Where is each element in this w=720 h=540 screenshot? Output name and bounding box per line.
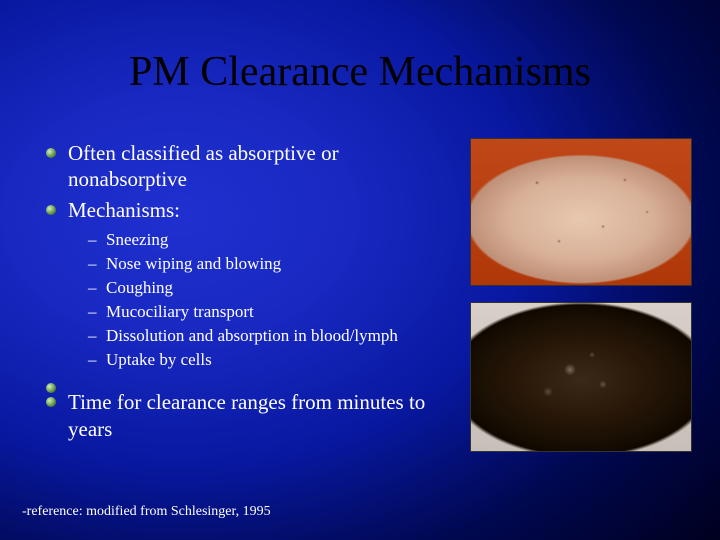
sub-dissolution: Dissolution and absorption in blood/lymp… [86,325,444,347]
mechanisms-sublist: Sneezing Nose wiping and blowing Coughin… [86,229,444,372]
sub-uptake: Uptake by cells [86,349,444,371]
reference-citation: -reference: modified from Schlesinger, 1… [22,504,271,520]
sub-coughing: Coughing [86,277,444,299]
bullet-mechanisms-label: Mechanisms: [68,198,180,222]
bullet-mechanisms: Mechanisms: Sneezing Nose wiping and blo… [44,197,444,372]
bullet-time-range: Time for clearance ranges from minutes t… [44,389,444,442]
main-bullet-list: Often classified as absorptive or nonabs… [44,140,444,442]
image-column [470,138,692,468]
sub-nose-wiping: Nose wiping and blowing [86,253,444,275]
diseased-lung-image [470,302,692,452]
sub-sneezing: Sneezing [86,229,444,251]
healthy-lung-image [470,138,692,286]
spacer [44,375,444,385]
slide-title: PM Clearance Mechanisms [0,48,720,96]
sub-mucociliary: Mucociliary transport [86,301,444,323]
content-area: Often classified as absorptive or nonabs… [44,140,444,446]
bullet-classification: Often classified as absorptive or nonabs… [44,140,444,193]
